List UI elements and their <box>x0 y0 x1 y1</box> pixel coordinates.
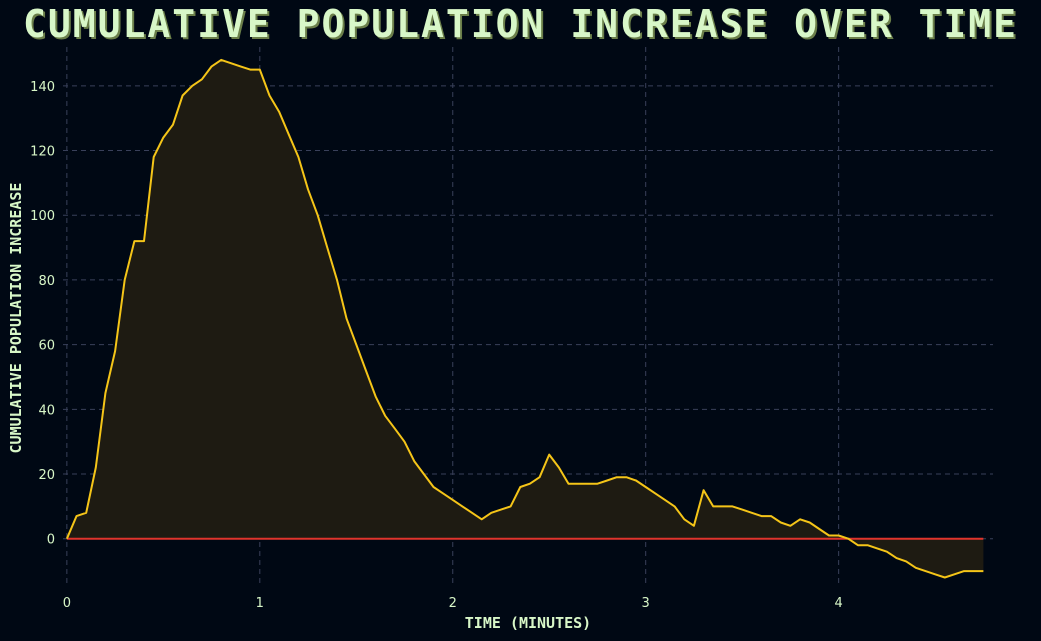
y-tick-label: 20 <box>38 468 55 483</box>
x-tick-label: 1 <box>256 596 264 611</box>
x-tick-label: 3 <box>642 596 650 611</box>
x-tick-label: 2 <box>449 596 457 611</box>
y-tick-label: 40 <box>38 403 55 418</box>
chart-title: CUMULATIVE POPULATION INCREASE OVER TIME <box>22 2 1019 46</box>
y-tick-label: 80 <box>38 274 55 289</box>
y-tick-label: 120 <box>30 145 55 160</box>
population-series-line <box>65 58 984 579</box>
y-tick-label: 140 <box>30 80 55 95</box>
x-axis-label: TIME (MINUTES) <box>465 614 591 632</box>
y-axis-label: CUMULATIVE POPULATION INCREASE <box>7 183 25 454</box>
y-tick-label: 60 <box>38 339 55 354</box>
x-tick-label: 0 <box>63 596 71 611</box>
y-tick-label: 100 <box>30 209 55 224</box>
x-tick-label: 4 <box>835 596 843 611</box>
area-fill <box>66 59 984 578</box>
y-tick-label: 0 <box>47 533 55 548</box>
